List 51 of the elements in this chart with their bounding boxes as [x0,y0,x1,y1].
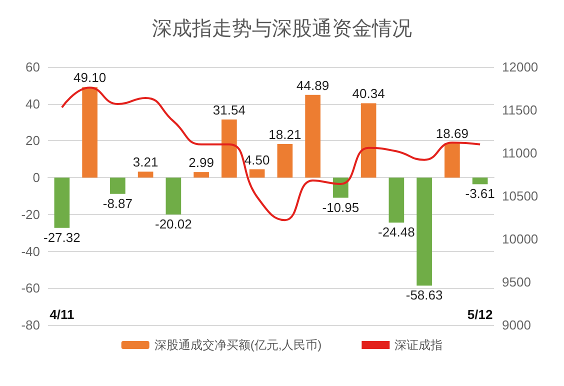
bar [360,103,376,178]
y-tick-label: 60 [26,60,40,74]
y2-tick-label: 12000 [502,60,538,74]
bar [222,119,237,178]
bar [472,178,488,184]
data-label: 3.21 [132,154,158,170]
y2-tick-label: 11000 [502,146,538,160]
bar [110,178,126,194]
data-label: -58.63 [406,288,443,303]
data-label: 18.69 [436,126,468,142]
y2-tick-label: 10000 [502,232,538,246]
data-label: -24.48 [378,224,415,240]
y2-tick-label: 9500 [502,274,531,290]
y-tick-label: 0 [32,170,40,186]
data-label: -3.61 [465,186,495,202]
bar [416,178,432,286]
data-label: 2.99 [188,155,214,170]
bar [194,172,209,178]
bar [138,172,154,178]
x-tick-label: 5/12 [467,307,493,322]
y-tick-label: 20 [26,133,40,148]
chart-title: 深成指走势与深股通资金情况 [152,18,412,40]
y-tick-label: -80 [21,318,40,332]
bar [305,94,320,178]
bar [54,178,70,228]
data-label: -10.95 [322,200,360,215]
bar [277,144,293,178]
x-tick-label: 4/11 [50,307,74,322]
bar [249,169,265,178]
data-label: 4.50 [244,152,270,168]
data-label: 44.89 [296,78,330,93]
data-label: -8.87 [102,196,133,211]
bar [82,87,98,178]
y-tick-label: -20 [21,206,40,222]
data-label: -20.02 [155,216,192,232]
data-label: 18.21 [268,127,302,142]
y-tick-label: -60 [21,280,40,296]
data-label: 40.34 [352,86,385,102]
y2-tick-label: 11500 [502,102,538,118]
legend-label: 深证成指 [394,338,443,352]
legend-label: 深股通成交净买额(亿元,人民币) [154,338,322,352]
y2-tick-label: 10500 [502,188,538,204]
bar [444,143,460,178]
data-label: 49.10 [74,70,106,86]
data-label: 31.54 [212,102,246,118]
bar [388,178,404,223]
y-tick-label: 40 [26,96,40,112]
y-tick-label: -40 [21,244,40,259]
y2-tick-label: 9000 [502,318,531,332]
bar [166,178,182,214]
data-label: -27.32 [44,230,80,245]
